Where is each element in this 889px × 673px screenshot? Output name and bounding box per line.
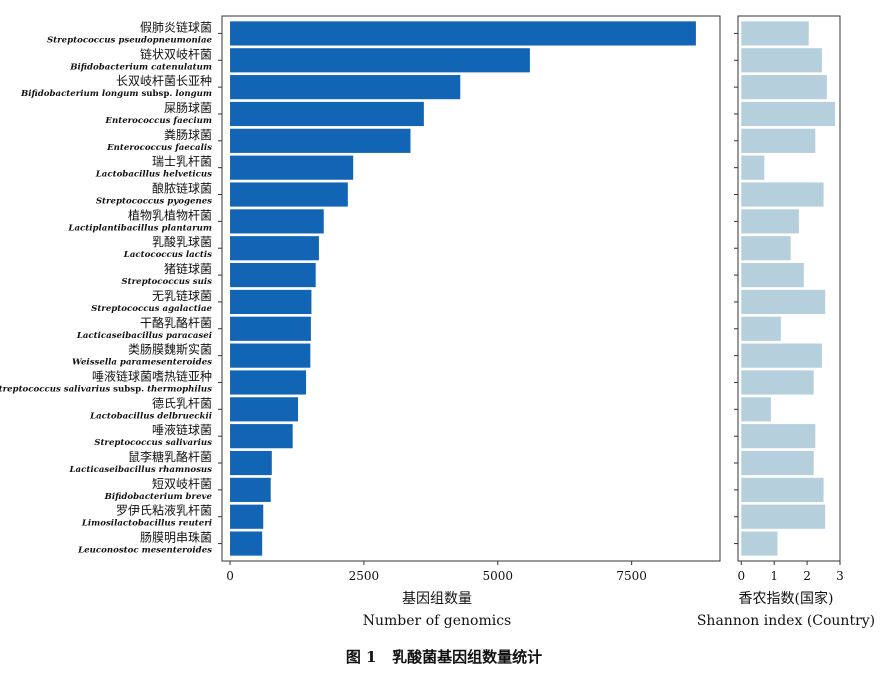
category-label-cn: 德氏乳杆菌	[152, 395, 212, 410]
category-label-en: Lactiplantibacillus plantarum	[67, 223, 212, 233]
genome-count-bar	[230, 450, 272, 476]
genome-count-bar	[230, 21, 696, 46]
shannon-index-bar	[741, 236, 791, 261]
category-label-en: Streptococcus pseudopneumoniae	[47, 35, 213, 45]
genome-count-x-axis: 0 2500 5000 7500	[226, 561, 647, 583]
category-label-cn: 无乳链球菌	[152, 288, 212, 303]
genome-count-bar	[230, 48, 530, 73]
shannon-index-tick-label: 0	[737, 569, 745, 583]
category-label-en: Lacticaseibacillus rhamnosus	[69, 465, 213, 475]
shannon-index-bar	[741, 48, 822, 73]
category-label-en: Streptococcus salivarius	[94, 438, 212, 448]
genome-count-bar	[230, 504, 264, 529]
category-label-cn: 长双岐杆菌长亚种	[116, 74, 212, 88]
genome-count-tick-label: 5000	[483, 569, 514, 583]
shannon-index-bar	[741, 477, 824, 502]
category-label-cn: 粪肠球菌	[164, 128, 212, 142]
genome-count-bar	[230, 397, 299, 422]
category-label-en: Streptococcus pyogenes	[96, 197, 212, 207]
genome-count-bar	[230, 289, 312, 315]
category-label-cn: 罗伊氏粘液乳杆菌	[116, 503, 212, 518]
genome-count-bar	[230, 101, 424, 127]
category-label-cn: 乳酸乳球菌	[152, 234, 212, 249]
shannon-index-bars	[741, 21, 836, 556]
genome-count-bar	[230, 209, 324, 234]
shannon-index-bar	[741, 75, 827, 100]
shannon-axis-title-cn: 香农指数(国家)	[739, 590, 834, 607]
category-label-en: Limosilactobacillus reuteri	[81, 519, 212, 529]
shannon-index-tick-label: 1	[770, 569, 778, 583]
figure-caption: 图 1 乳酸菌基因组数量统计	[346, 648, 542, 666]
category-label-en: Lacticaseibacillus paracasei	[76, 331, 212, 341]
genome-count-tick-label: 0	[226, 569, 234, 583]
shannon-index-bar	[741, 343, 822, 368]
category-label-cn: 瑞士乳杆菌	[152, 155, 212, 169]
genome-count-bar	[230, 155, 354, 180]
genome-count-bar	[230, 477, 271, 502]
shannon-index-bar	[741, 101, 836, 127]
genome-count-bar	[230, 262, 316, 288]
category-label-en: Weissella paramesenteroides	[72, 358, 212, 368]
genome-count-bar	[230, 128, 411, 153]
genome-count-bar	[230, 316, 311, 341]
shannon-index-bar	[741, 155, 765, 180]
category-label-cn: 唾液链球菌	[152, 422, 212, 437]
genome-count-tick-label: 7500	[616, 569, 647, 583]
category-label-en: Enterococcus faecium	[104, 116, 212, 126]
x-axis-title: Number of genomics	[363, 613, 511, 629]
shannon-index-bar	[741, 397, 771, 422]
category-label-cn: 屎肠球菌	[164, 101, 212, 115]
category-label-cn: 链状双岐杆菌	[140, 46, 212, 61]
category-label-cn: 酿脓链球菌	[152, 181, 212, 196]
shannon-index-tick-label: 2	[803, 569, 811, 583]
category-label-cn: 短双岐杆菌	[152, 477, 212, 491]
shannon-index-bar	[741, 531, 778, 556]
shannon-index-bar	[741, 504, 826, 529]
shannon-index-bar	[741, 450, 814, 476]
category-label-cn: 干酪乳酪杆菌	[140, 315, 212, 330]
x-axis-title-cn: 基因组数量	[402, 590, 472, 607]
genome-count-bar	[230, 75, 461, 100]
genome-count-bar	[230, 182, 348, 207]
category-label-en: Streptococcus salivarius subsp. thermoph…	[0, 384, 212, 394]
genome-count-bar	[230, 370, 307, 395]
genome-count-bar	[230, 343, 311, 368]
shannon-index-bar	[741, 316, 781, 341]
shannon-index-bar	[741, 21, 809, 46]
category-label-cn: 类肠膜魏斯实菌	[128, 342, 212, 357]
shannon-index-bar	[741, 289, 826, 315]
category-label-en: Streptococcus agalactiae	[91, 304, 212, 314]
category-label-en: Leuconostoc mesenteroides	[77, 546, 212, 556]
genome-count-bar	[230, 236, 319, 261]
category-label-en: Lactobacillus helveticus	[95, 170, 212, 180]
genome-count-bar	[230, 531, 263, 556]
category-label-en: Streptococcus suis	[121, 277, 212, 287]
category-label-en: Lactococcus lactis	[123, 250, 212, 260]
category-label-cn: 鼠李糖乳酪杆菌	[128, 449, 212, 464]
shannon-axis-title: Shannon index (Country)	[697, 613, 875, 629]
shannon-index-bar	[741, 424, 816, 449]
genome-count-tick-label: 2500	[349, 569, 380, 583]
shannon-index-bar	[741, 370, 814, 395]
shannon-index-bar	[741, 209, 799, 234]
category-label-en: Bifidobacterium catenulatum	[69, 62, 212, 72]
category-label-en: Bifidobacterium breve	[104, 492, 213, 502]
shannon-index-tick-label: 3	[836, 569, 844, 583]
category-label-en: Enterococcus faecalis	[106, 143, 212, 153]
shannon-index-bar	[741, 128, 816, 153]
shannon-index-bar	[741, 262, 804, 288]
category-label-en: Bifidobacterium longum subsp. longum	[20, 89, 212, 99]
category-label-cn: 植物乳植物杆菌	[128, 207, 212, 222]
genome-count-bar	[230, 424, 293, 449]
category-label-cn: 假肺炎链球菌	[140, 19, 212, 34]
shannon-index-bar	[741, 182, 824, 207]
category-label-cn: 肠膜明串珠菌	[140, 531, 212, 545]
category-label-cn: 唾液链球菌嗜热链亚种	[92, 368, 212, 383]
category-label-en: Lactobacillus delbrueckii	[89, 411, 212, 421]
category-label-cn: 猪链球菌	[164, 261, 212, 276]
shannon-index-x-axis: 0 1 2 3	[737, 561, 844, 583]
genome-count-bars	[230, 21, 696, 556]
